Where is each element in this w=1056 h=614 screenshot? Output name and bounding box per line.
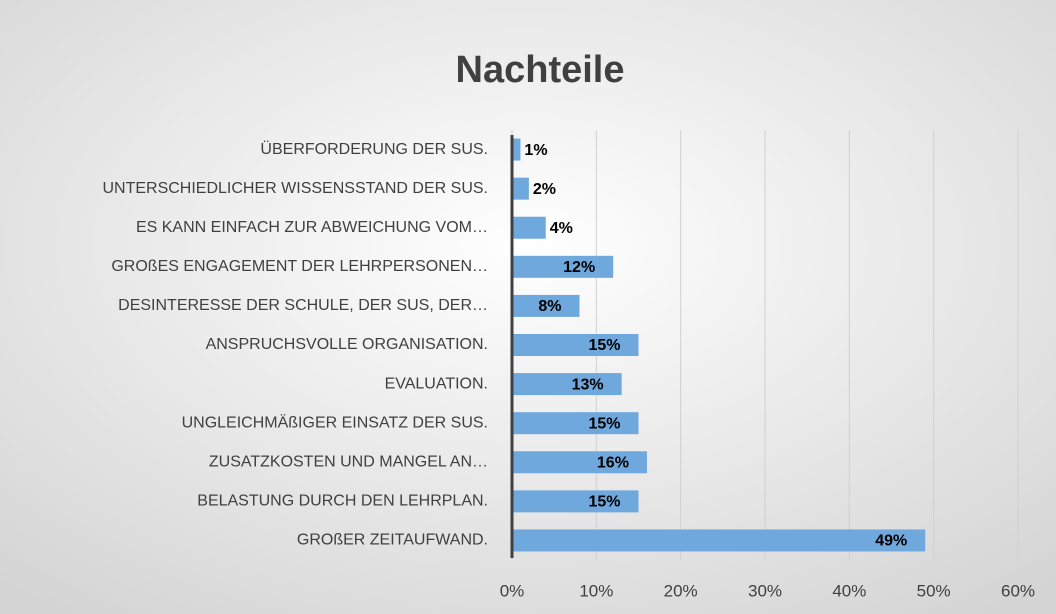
- x-tick-label: 60%: [1001, 581, 1035, 600]
- bar: [512, 216, 546, 239]
- x-tick-label: 10%: [579, 581, 613, 600]
- data-label: 49%: [875, 533, 907, 550]
- data-label: 15%: [588, 337, 620, 354]
- y-tick-label: BELASTUNG DURCH DEN LEHRPLAN.: [197, 493, 488, 510]
- bar: [512, 529, 926, 552]
- bar: [512, 334, 639, 356]
- data-label: 1%: [524, 142, 547, 159]
- x-tick-label: 30%: [748, 581, 782, 600]
- x-tick-label: 50%: [917, 581, 951, 600]
- y-tick-label: ANSPRUCHSVOLLE ORGANISATION.: [206, 336, 488, 353]
- bar: [512, 373, 622, 396]
- y-tick-label: DESINTERESSE DER SCHULE, DER SUS, DER…: [118, 297, 488, 314]
- x-tick-label: 40%: [832, 581, 866, 600]
- y-tick-label: EVALUATION.: [385, 375, 488, 392]
- data-label: 13%: [572, 376, 604, 393]
- data-label: 4%: [550, 220, 573, 237]
- x-tick-label: 20%: [664, 581, 698, 600]
- bar: [512, 451, 647, 474]
- y-tick-label: UNTERSCHIEDLICHER WISSENSSTAND DER SUS.: [102, 180, 488, 197]
- bar: [512, 177, 529, 200]
- bar: [512, 490, 639, 513]
- data-label: 16%: [597, 454, 629, 471]
- x-tick-label: 0%: [500, 581, 525, 600]
- y-tick-label: GROßER ZEITAUFWAND.: [297, 532, 488, 549]
- y-tick-label: GROßES ENGAGEMENT DER LEHRPERSONEN…: [111, 258, 488, 275]
- bar: [512, 138, 521, 161]
- chart-title: Nachteile: [456, 49, 625, 91]
- y-tick-label: ZUSATZKOSTEN UND MANGEL AN…: [209, 453, 488, 470]
- data-label: 8%: [538, 298, 561, 315]
- y-tick-label: ÜBERFORDERUNG DER SUS.: [260, 140, 488, 158]
- y-tick-label: ES KANN EINFACH ZUR ABWEICHUNG VOM…: [136, 219, 488, 236]
- bar: [512, 294, 580, 317]
- bar: [512, 412, 639, 435]
- data-label: 15%: [588, 415, 620, 432]
- data-label: 15%: [588, 494, 620, 511]
- data-label: 12%: [563, 259, 595, 276]
- data-label: 2%: [533, 181, 556, 198]
- y-tick-label: UNGLEICHMÄßIGER EINSATZ DER SUS.: [182, 413, 488, 431]
- bar: [512, 255, 614, 278]
